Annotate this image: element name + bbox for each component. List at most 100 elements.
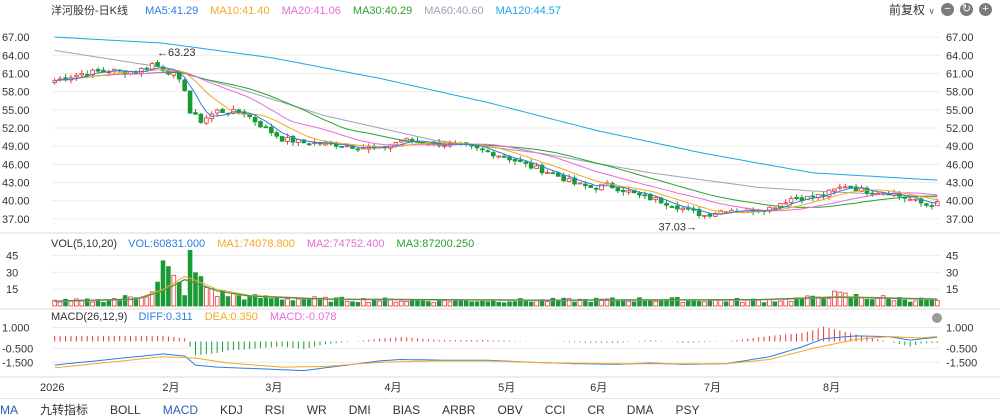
candle-body <box>263 126 269 129</box>
macd-tick-left: -1.500 <box>2 357 33 369</box>
price-tick-right: 52.00 <box>946 123 974 135</box>
volume-bar <box>572 301 577 307</box>
stock-chart[interactable]: 67.00 67.00 64.00 64.00 61.00 61.00 58.00 58.00… <box>0 0 1000 398</box>
volume-bar <box>198 276 204 307</box>
ma-legend-item-2: MA20:41.06 <box>281 5 341 17</box>
minus-circle-icon[interactable]: − <box>941 3 954 16</box>
price-tick-left: 49.00 <box>2 141 30 153</box>
grid-layer <box>0 36 1000 378</box>
volume-bar <box>247 295 252 307</box>
volume-bar <box>902 299 908 307</box>
volume-bar <box>133 297 139 307</box>
volume-bar <box>442 300 447 307</box>
tab-macd[interactable]: MACD <box>162 402 199 417</box>
volume-bar <box>853 293 859 307</box>
volume-bar <box>333 297 339 307</box>
x-axis-label: 6月 <box>590 382 607 394</box>
adjust-select[interactable]: 前复权 ∨ <box>889 1 935 18</box>
candle-body <box>534 165 539 169</box>
tab-rsi[interactable]: RSI <box>264 402 285 417</box>
volume-bar <box>637 297 642 307</box>
volume-bar <box>415 299 420 307</box>
ma120-line <box>54 36 938 181</box>
candle-body <box>79 73 85 76</box>
macd-tick-left: -0.500 <box>2 343 33 355</box>
tab-bias[interactable]: BIAS <box>392 402 421 417</box>
candle-body <box>783 202 788 205</box>
refresh-circle-icon[interactable]: ↻ <box>960 3 973 16</box>
volume-bar <box>480 300 485 307</box>
ma-legend-item-4: MA60:40.60 <box>424 5 484 17</box>
volume-bar <box>648 299 653 307</box>
volume-bar <box>934 299 940 307</box>
volume-bar <box>328 301 334 307</box>
candle-body <box>626 190 631 193</box>
tab-ma[interactable]: MA <box>0 402 18 417</box>
candle-body <box>285 137 290 142</box>
volume-bar <box>777 300 783 307</box>
x-axis-label: 3月 <box>265 382 282 394</box>
plus-circle-icon[interactable]: + <box>979 3 992 16</box>
volume-bar <box>361 298 366 307</box>
tab-wr[interactable]: WR <box>306 402 327 417</box>
candle-body <box>339 145 344 148</box>
tab-cr[interactable]: CR <box>587 402 605 417</box>
volume-bar <box>907 301 913 307</box>
price-tick-right: 55.00 <box>946 105 974 117</box>
candle-body <box>648 193 653 201</box>
volume-bar <box>718 299 724 307</box>
candle-body <box>577 182 583 185</box>
macd-legend-item-1: DEA:0.350 <box>204 311 258 323</box>
volume-bar <box>344 301 350 307</box>
candle-body <box>268 126 274 134</box>
volume-bar <box>593 297 599 307</box>
x-axis-label: 7月 <box>704 382 721 394</box>
x-axis-labels: 2026 2月 3月 4月 5月 6月 7月 8月 <box>40 382 840 394</box>
macd-tick-right: -0.500 <box>946 343 977 355</box>
volume-bar <box>761 302 767 307</box>
candle-body <box>599 183 604 191</box>
macd-toggle-icon[interactable] <box>932 313 942 323</box>
candle-body <box>707 213 713 217</box>
ma10-line <box>54 69 938 214</box>
x-axis-label: 2月 <box>162 382 179 394</box>
tab-boll[interactable]: BOLL <box>110 402 141 417</box>
volume-bar <box>209 288 215 307</box>
tab-dma[interactable]: DMA <box>626 402 654 417</box>
tab-cci[interactable]: CCI <box>544 402 566 417</box>
ma5-line <box>54 66 938 215</box>
vol-legend-row: VOL(5,10,20) VOL:60831.000 MA1:74078.800 M… <box>51 238 486 254</box>
candle-body <box>588 184 594 188</box>
volume-bar <box>474 301 480 307</box>
candle-body <box>523 161 529 164</box>
volume-bar <box>296 298 301 307</box>
tab-arbr[interactable]: ARBR <box>442 402 476 417</box>
volume-bar <box>52 299 58 307</box>
tab-obv[interactable]: OBV <box>497 402 523 417</box>
candle-body <box>842 186 848 189</box>
volume-bar <box>680 302 686 307</box>
volume-bar <box>501 302 507 307</box>
candle-body <box>620 189 626 193</box>
volume-bar <box>810 295 816 307</box>
candle-body <box>767 206 772 212</box>
candle-body <box>518 159 523 162</box>
candle-body <box>712 213 718 217</box>
tab-dmi[interactable]: DMI <box>348 402 371 417</box>
chevron-down-icon: ∨ <box>928 6 935 16</box>
tab-kdj[interactable]: KDJ <box>220 402 243 417</box>
candle-body <box>187 90 193 114</box>
tab-九转指标[interactable]: 九转指标 <box>40 403 89 417</box>
tab-psy[interactable]: PSY <box>675 402 700 417</box>
macd-legend-item-0: DIFF:0.311 <box>138 311 193 323</box>
candle-body <box>593 187 599 190</box>
volume-bar <box>84 298 90 307</box>
x-axis-label: 4月 <box>384 382 401 394</box>
volume-bar <box>447 301 453 307</box>
volume-bar <box>891 300 897 307</box>
volume-bar <box>301 299 307 307</box>
volume-bar <box>512 301 518 307</box>
candle-body <box>344 145 350 148</box>
candle-body <box>702 214 707 217</box>
volume-bar <box>339 296 344 307</box>
